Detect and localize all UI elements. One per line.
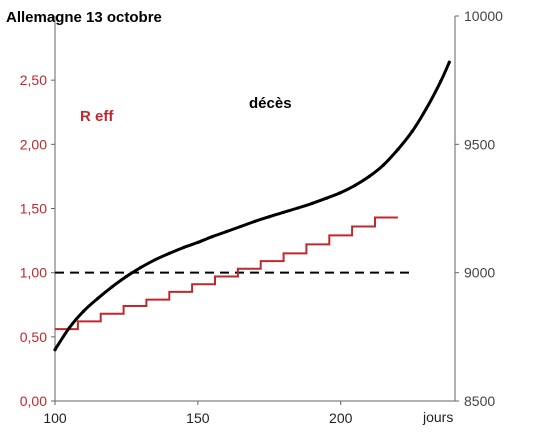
series-point-deces xyxy=(382,163,386,167)
left-tick-label: 0,50 xyxy=(20,329,47,345)
x-axis-label: jours xyxy=(422,409,453,425)
series-point-deces xyxy=(439,79,443,83)
series-point-deces xyxy=(82,309,86,313)
left-tick-label: 1,00 xyxy=(20,265,47,281)
series-point-deces xyxy=(110,285,114,289)
series-point-deces xyxy=(447,60,451,64)
series-point-deces xyxy=(339,191,343,195)
series-point-deces xyxy=(153,258,157,262)
right-tick-label: 9000 xyxy=(464,265,495,281)
series-point-deces xyxy=(239,224,243,229)
left-tick-label: 0,00 xyxy=(20,393,47,409)
left-tick-label: 2,00 xyxy=(20,136,47,152)
right-tick-label: 9500 xyxy=(464,136,495,152)
right-tick-label: 8500 xyxy=(464,393,495,409)
series-point-deces xyxy=(96,296,100,300)
series-point-deces xyxy=(224,230,228,234)
series-line-r-eff xyxy=(55,216,398,331)
series-point-deces xyxy=(167,251,171,255)
x-tick-label: 150 xyxy=(186,410,210,426)
series-point-deces xyxy=(410,129,414,134)
series-point-deces xyxy=(139,265,143,270)
x-axis-ticks: 100 150 200 xyxy=(43,401,353,426)
annotation-deces: décès xyxy=(249,95,292,112)
series-point-deces xyxy=(310,201,314,205)
series-point-deces xyxy=(424,106,428,110)
series-point-deces xyxy=(253,219,257,223)
series-point-deces xyxy=(296,206,300,210)
series-point-deces xyxy=(196,240,200,244)
left-tick-label: 1,50 xyxy=(20,201,47,217)
x-tick-label: 100 xyxy=(43,410,67,426)
series-point-deces xyxy=(210,235,214,239)
series-point-deces xyxy=(182,245,186,250)
series-point-deces xyxy=(67,326,71,330)
series-point-deces xyxy=(353,183,357,187)
annotation-r-eff: R eff xyxy=(80,108,114,125)
series-point-deces xyxy=(282,210,286,214)
series-point-deces xyxy=(396,147,400,152)
left-axis-ticks: 0,00 0,50 1,00 1,50 2,00 2,50 xyxy=(20,72,55,409)
series-point-deces xyxy=(124,274,128,279)
series-point-deces xyxy=(53,348,57,352)
series-point-deces xyxy=(367,174,371,178)
series-point-deces xyxy=(324,196,328,200)
left-tick-label: 2,50 xyxy=(20,72,47,88)
right-tick-label: 10000 xyxy=(464,8,503,24)
chart-title: Allemagne 13 octobre xyxy=(6,9,162,26)
series-point-deces xyxy=(267,215,271,219)
chart-marks xyxy=(53,60,451,352)
right-axis-ticks: 8500 9000 9500 10000 xyxy=(455,8,503,409)
x-tick-label: 200 xyxy=(329,410,353,426)
